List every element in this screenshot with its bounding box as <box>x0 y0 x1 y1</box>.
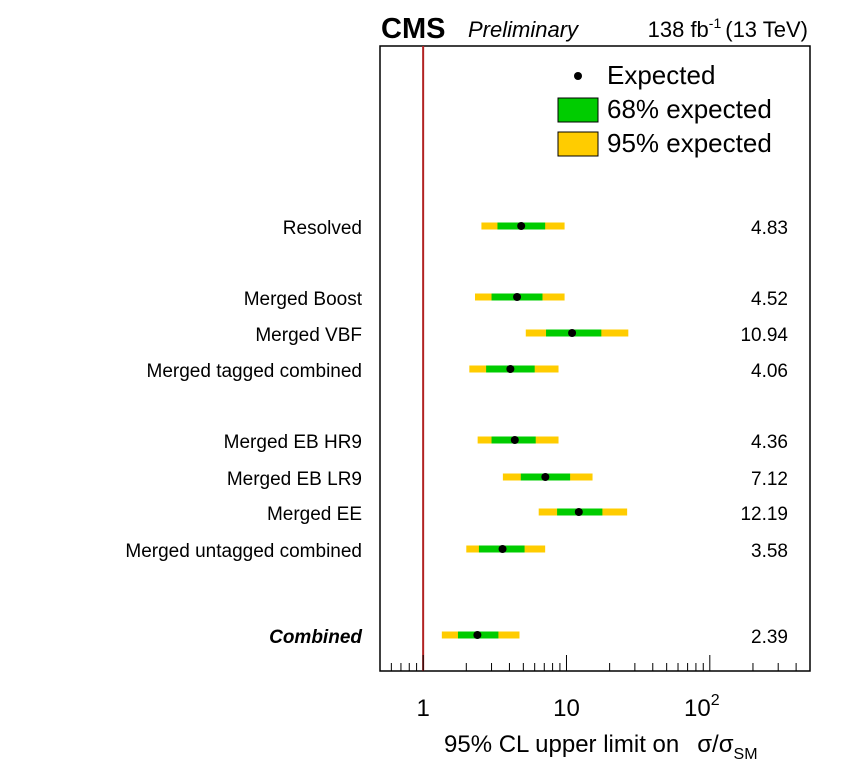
value-label-combined: 2.39 <box>751 627 788 648</box>
x-axis-title-prefix: 95% CL upper limit on <box>444 731 679 758</box>
value-label-merged-untagged-combined: 3.58 <box>751 541 788 562</box>
value-label-merged-eb-hr9: 4.36 <box>751 432 788 453</box>
x-tick-label: 10 <box>553 695 580 722</box>
category-label-merged-boost: Merged Boost <box>244 289 363 310</box>
bands-group <box>441 222 629 639</box>
x-axis-title-sigma: σ/σ <box>697 731 733 758</box>
category-label-merged-eb-hr9: Merged EB HR9 <box>224 432 362 453</box>
category-label-merged-untagged-combined: Merged untagged combined <box>125 541 362 562</box>
x-axis-title-sub: SM <box>734 746 758 763</box>
legend-expected-marker <box>574 72 582 80</box>
legend-95-label: 95% expected <box>607 128 772 158</box>
value-labels-group: 4.83 4.52 10.94 4.06 4.36 7.12 12.19 3.58 2.39 <box>740 218 788 648</box>
x-tick-label: 1 <box>416 695 429 722</box>
plot-frame <box>379 45 811 672</box>
category-label-merged-ee: Merged EE <box>267 504 362 525</box>
x-axis-title: 95% CL upper limit on σ/σSM <box>444 731 758 763</box>
status-label: Preliminary <box>468 17 580 42</box>
category-labels-group: Resolved Merged Boost Merged VBF Merged tag… <box>125 218 362 648</box>
expected-marker-resolved <box>517 222 526 230</box>
category-label-merged-tagged-combined: Merged tagged combined <box>147 361 362 382</box>
expected-marker-merged-vbf <box>568 329 577 337</box>
value-label-resolved: 4.83 <box>751 218 788 239</box>
value-label-merged-boost: 4.52 <box>751 289 788 310</box>
category-label-merged-vbf: Merged VBF <box>255 325 362 346</box>
legend-95-swatch <box>557 131 599 157</box>
expected-marker-merged-tagged-combined <box>506 365 515 373</box>
category-label-combined: Combined <box>269 627 362 648</box>
lumi-label: 138 fb-1 (13 TeV) <box>648 15 808 42</box>
x-tick-label: 102 <box>684 692 720 722</box>
legend: Expected 68% expected 95% expected <box>557 60 772 158</box>
expected-marker-merged-eb-lr9 <box>541 473 550 481</box>
experiment-label: CMS <box>381 13 445 45</box>
value-label-merged-ee: 12.19 <box>740 504 788 525</box>
expected-marker-merged-untagged-combined <box>498 545 507 553</box>
value-label-merged-vbf: 10.94 <box>740 325 788 346</box>
x-ticks-group: 1 10 102 <box>379 655 811 722</box>
legend-68-label: 68% expected <box>607 94 772 124</box>
lumi-prefix: 138 fb <box>648 17 709 42</box>
legend-expected-label: Expected <box>607 60 715 90</box>
value-label-merged-tagged-combined: 4.06 <box>751 361 788 382</box>
lumi-exponent: -1 <box>709 15 722 31</box>
category-label-resolved: Resolved <box>283 218 362 239</box>
lumi-suffix: (13 TeV) <box>725 17 808 42</box>
expected-marker-combined <box>473 631 482 639</box>
legend-68-swatch <box>557 97 599 123</box>
expected-marker-merged-eb-hr9 <box>510 436 519 444</box>
expected-marker-merged-ee <box>574 508 583 516</box>
category-label-merged-eb-lr9: Merged EB LR9 <box>227 469 362 490</box>
value-label-merged-eb-lr9: 7.12 <box>751 469 788 490</box>
expected-marker-merged-boost <box>513 293 522 301</box>
